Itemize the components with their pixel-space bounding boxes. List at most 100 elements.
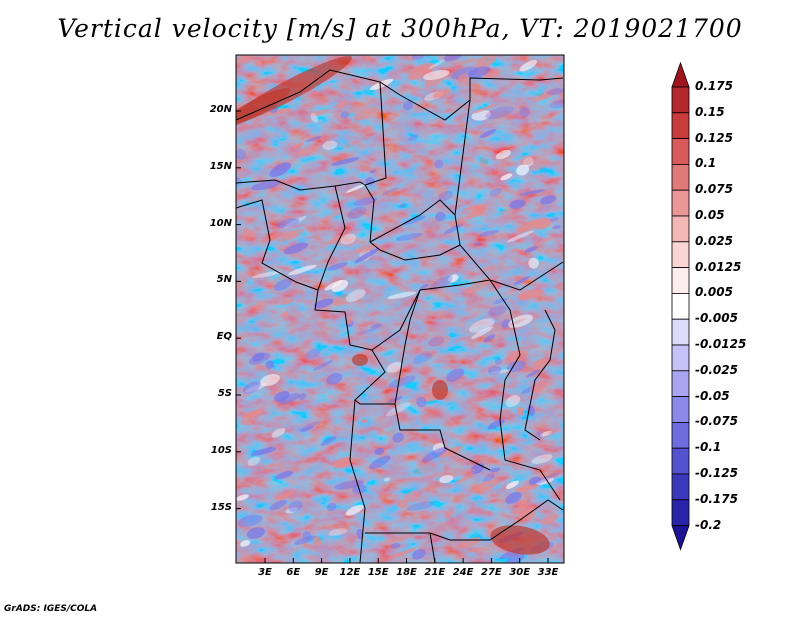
colorbar-level-label: -0.005 xyxy=(695,311,738,326)
lat-tick-label: 15S xyxy=(210,501,232,513)
field-streak xyxy=(355,457,363,462)
vertical-velocity-field xyxy=(236,55,564,563)
field-streak xyxy=(354,247,380,264)
field-streak xyxy=(469,318,495,333)
field-streak xyxy=(470,546,483,553)
colorbar-max-arrow xyxy=(671,61,690,88)
field-streak xyxy=(345,289,366,302)
field-streak xyxy=(236,55,253,64)
field-streak xyxy=(399,203,406,208)
field-streak xyxy=(236,277,248,288)
field-streak xyxy=(488,365,502,375)
field-streak xyxy=(353,243,378,254)
field-streak xyxy=(273,278,293,291)
field-streak xyxy=(280,298,295,305)
field-streak xyxy=(493,297,508,305)
field-streak xyxy=(250,180,281,191)
field-streak xyxy=(274,390,290,402)
field-streak xyxy=(266,273,289,286)
field-streak xyxy=(428,336,445,347)
strong-updraft-patch xyxy=(432,380,448,400)
field-streak xyxy=(265,360,275,369)
colorbar-segment xyxy=(671,138,690,165)
field-streak xyxy=(236,494,249,501)
field-streak xyxy=(241,230,256,241)
field-streak xyxy=(392,432,405,443)
field-streak xyxy=(495,149,511,160)
field-streak xyxy=(519,189,546,196)
chart-title: Vertical velocity [m/s] at 300hPa, VT: 2… xyxy=(57,14,743,43)
colorbar-segment xyxy=(671,189,690,217)
colorbar-level-label: -0.0125 xyxy=(695,337,747,351)
field-streak xyxy=(407,501,435,511)
strong-updraft-patch xyxy=(490,525,550,555)
field-streak xyxy=(517,406,525,416)
field-streak xyxy=(283,215,307,229)
field-streak xyxy=(540,430,552,437)
field-streak xyxy=(387,291,417,299)
lon-tick-label: 24E xyxy=(452,567,474,578)
field-streak xyxy=(472,103,498,114)
field-streak xyxy=(326,373,343,385)
field-streak xyxy=(523,157,534,167)
field-streak xyxy=(519,60,538,72)
field-streak xyxy=(488,305,507,317)
field-streak xyxy=(247,456,261,466)
colorbar-segment xyxy=(671,163,690,191)
lon-tick-label: 3E xyxy=(258,567,272,578)
field-streak xyxy=(269,162,292,178)
field-streak xyxy=(519,154,535,166)
colorbar-level-label: 0.125 xyxy=(695,130,733,145)
field-streak xyxy=(236,177,242,187)
lon-tick-label: 15E xyxy=(367,567,389,578)
field-streak xyxy=(446,368,465,382)
colorbar-level-label: 0.1 xyxy=(695,156,717,171)
field-streak xyxy=(288,500,303,512)
field-streak xyxy=(333,456,354,469)
field-streak xyxy=(253,301,267,313)
field-streak xyxy=(240,540,251,547)
field-streak xyxy=(369,455,391,470)
field-streak xyxy=(524,246,538,253)
colorbar-level-label: -0.2 xyxy=(695,517,722,532)
colorbar-segment xyxy=(671,241,690,269)
lon-tick-label: 33E xyxy=(537,567,559,578)
colorbar-level-label: 0.05 xyxy=(695,208,725,222)
field-streak xyxy=(493,162,511,175)
field-streak xyxy=(320,436,337,446)
field-streak xyxy=(322,140,338,150)
field-streak xyxy=(300,426,314,432)
field-streak xyxy=(455,475,473,484)
colorbar-segment xyxy=(671,421,690,449)
field-streak xyxy=(413,464,437,475)
colorbar-segment xyxy=(671,473,690,501)
field-streak xyxy=(387,548,416,560)
colorbar-level-label: 0.025 xyxy=(695,233,733,248)
field-streak xyxy=(407,62,435,81)
field-streak xyxy=(271,428,286,438)
field-streak xyxy=(254,60,262,66)
colorbar-segment xyxy=(671,396,690,423)
field-streak xyxy=(428,335,452,347)
field-streak xyxy=(245,197,264,204)
field-streak xyxy=(326,502,337,512)
field-streak xyxy=(548,428,559,434)
field-streak xyxy=(236,149,246,160)
colorbar-level-label: -0.025 xyxy=(695,362,738,377)
field-streak xyxy=(479,157,489,168)
field-streak xyxy=(285,507,299,514)
field-streak xyxy=(458,73,471,83)
field-streak xyxy=(374,447,385,456)
field-streak xyxy=(412,352,433,364)
field-streak xyxy=(531,454,553,464)
colorbar-min-arrow xyxy=(671,525,690,551)
field-streak xyxy=(396,232,423,241)
colorbar-segment xyxy=(671,215,690,243)
field-streak xyxy=(251,352,265,362)
colorbar-segment xyxy=(671,318,690,346)
colorbar-level-label: -0.075 xyxy=(695,414,738,429)
field-streak xyxy=(516,164,530,176)
field-streak xyxy=(510,247,518,253)
field-streak xyxy=(505,395,521,407)
